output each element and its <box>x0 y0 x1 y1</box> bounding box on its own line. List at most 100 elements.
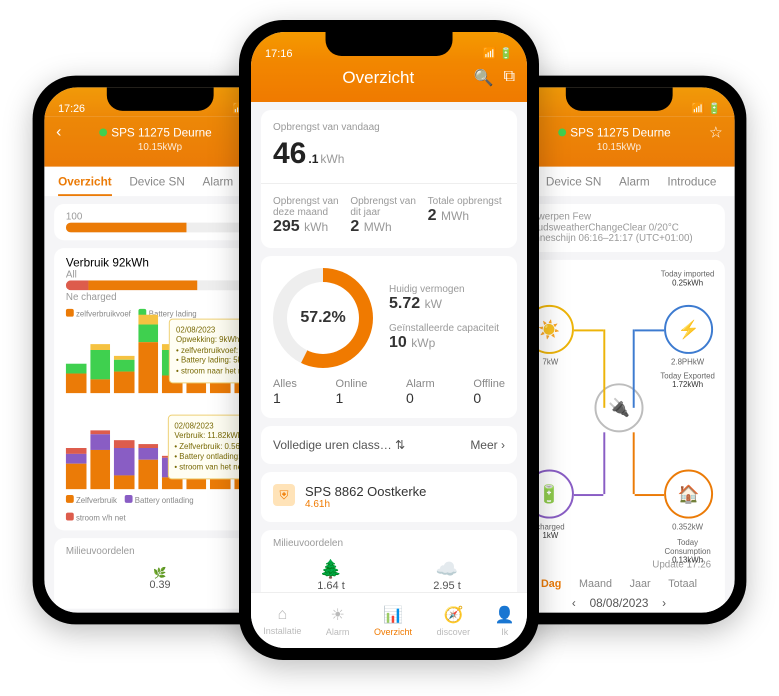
consumption-bar <box>66 280 254 290</box>
nav-installatie[interactable]: ⌂ Installatie <box>263 606 301 636</box>
legend: zelfverbruikvoef Battery lading <box>66 309 254 319</box>
page-title: Overzicht <box>342 68 414 88</box>
axis-label: Ne charged <box>66 292 254 303</box>
capacity-gauge: 57.2% <box>273 268 373 368</box>
status-icons: 📶 🔋 <box>691 102 721 115</box>
today-label: Opbrengst van vandaag <box>273 122 505 133</box>
env-title: Milieuvoordelen <box>66 546 254 557</box>
period-tab-jaar[interactable]: Jaar <box>630 578 651 590</box>
tab-device-sn[interactable]: Device SN <box>129 175 185 197</box>
consumption-label: Today Consumption 0.13kWh <box>658 538 717 564</box>
inverter-node: 🔌 <box>595 383 644 432</box>
header-title: SPS 11275 Deurne <box>570 126 670 140</box>
env-title: Milieuvoordelen <box>273 538 505 549</box>
count-value: 1 <box>273 390 297 406</box>
metric-value: 5.72 <box>389 295 420 312</box>
sort-label: Volledige uren class… <box>273 438 392 452</box>
next-day-icon[interactable]: › <box>662 596 666 610</box>
metric-label: Geïnstalleerde capaciteit <box>389 323 505 334</box>
station-sub: 4.61h <box>305 499 426 510</box>
sort-desc-icon: ⇅ <box>395 438 405 452</box>
tab-overview[interactable]: Overzicht <box>58 175 112 197</box>
grid-value: 2.8PHkW <box>658 358 717 367</box>
status-icons: 📶 🔋 <box>483 47 513 60</box>
count-value: 1 <box>336 390 368 406</box>
home-node: 🏠 <box>664 470 713 519</box>
home-icon: ⌂ <box>277 606 287 624</box>
metric-value: 10 <box>389 334 407 351</box>
home-value: 0.352kW <box>658 522 717 531</box>
metric-value: 2 <box>428 207 437 224</box>
period-tab-maand[interactable]: Maand <box>579 578 612 590</box>
imported-label: Today imported 0.25kWh <box>658 270 717 288</box>
nav-discover[interactable]: 🧭 discover <box>437 605 471 637</box>
today-card: Opbrengst van vandaag 46 .1 kWh Opbrengs… <box>261 110 517 248</box>
verbruik-label: Verbruik 92kWh <box>66 256 254 270</box>
metric-label: Opbrengst van deze maand <box>273 196 350 218</box>
bottom-nav: ⌂ Installatie ☀ Alarm 📊 Overzicht 🧭 disc… <box>251 592 527 648</box>
period-tabs: Dag Maand Jaar Totaal <box>519 578 719 590</box>
status-time: 17:16 <box>265 48 293 60</box>
sort-row[interactable]: Volledige uren class… ⇅ Meer › <box>261 426 517 464</box>
station-badge-icon: ⛨ <box>273 484 295 506</box>
nav-alarm[interactable]: ☀ Alarm <box>326 605 350 637</box>
weather-line: Antwerpen Few CloudsweatherChangeClear 0… <box>523 212 715 234</box>
count-label: Online <box>336 378 368 390</box>
today-value-dec: .1 <box>308 152 318 166</box>
notch <box>326 32 453 56</box>
notch <box>107 87 213 111</box>
compass-icon: 🧭 <box>443 605 463 625</box>
gauge-card: 57.2% Huidig vermogen 5.72 kW Geïnstalle… <box>261 256 517 418</box>
production-bar <box>66 223 254 233</box>
metric-value: 2 <box>350 218 359 235</box>
scan-icon[interactable]: ⧉ <box>504 68 515 88</box>
header-subtitle: 10.15kWp <box>56 142 264 153</box>
metric-label: Opbrengst van dit jaar <box>350 196 427 218</box>
header: Overzicht 🔍 ⧉ <box>251 62 527 102</box>
exported-label: Today Exported 1.72kWh <box>658 372 717 390</box>
prev-day-icon[interactable]: ‹ <box>572 596 576 610</box>
date-row: ‹ 08/08/2023 › <box>519 596 719 610</box>
env-metric: ☁️ 2.95 t <box>433 559 461 592</box>
notch <box>566 87 672 111</box>
status-time: 17:26 <box>58 103 85 115</box>
back-icon[interactable]: ‹ <box>56 124 61 142</box>
period-tab-totaal[interactable]: Totaal <box>668 578 697 590</box>
tab-alarm[interactable]: Alarm <box>203 175 234 197</box>
tab-alarm[interactable]: Alarm <box>619 175 650 197</box>
metric-label: Huidig vermogen <box>389 284 505 295</box>
chart-icon: 📊 <box>383 605 403 625</box>
count-label: Alles <box>273 378 297 390</box>
env-card: Milieuvoordelen 🌲 1.64 t ☁️ 2.95 t <box>261 530 517 592</box>
energy-flow-diagram: ☀️ 7kW ⚡ 2.8PHkW Today imported 0.25kWh … <box>519 266 719 560</box>
metric-value: 295 <box>273 218 300 235</box>
env-metric: 🌿 0.39 <box>149 567 170 591</box>
count-label: Offline <box>473 378 505 390</box>
header-title: SPS 11275 Deurne <box>111 126 211 140</box>
station-row[interactable]: ⛨ SPS 8862 Oostkerke 4.61h <box>261 472 517 522</box>
metric-label: Totale opbrengst <box>428 196 505 207</box>
axis-label: All <box>66 270 254 281</box>
header-subtitle: 10.15kWp <box>515 142 723 153</box>
section-label: 100 <box>66 212 254 223</box>
nav-ik[interactable]: 👤 Ik <box>495 605 515 637</box>
period-tab-dag[interactable]: Dag <box>541 578 561 590</box>
nav-overzicht[interactable]: 📊 Overzicht <box>374 605 412 637</box>
count-value: 0 <box>406 390 435 406</box>
gauge-percent: 57.2% <box>300 309 345 327</box>
legend: Zelfverbruik Battery ontlading stroom v/… <box>66 495 254 522</box>
station-name: SPS 8862 Oostkerke <box>305 484 426 499</box>
tab-device-sn[interactable]: Device SN <box>546 175 602 197</box>
env-metric: 🌲 1.64 t <box>317 559 345 592</box>
today-value-int: 46 <box>273 137 306 171</box>
phone-center: 17:16 📶 🔋 Overzicht 🔍 ⧉ Opbrengst van va… <box>239 20 539 660</box>
count-value: 0 <box>473 390 505 406</box>
more-link[interactable]: Meer › <box>470 438 505 452</box>
grid-node: ⚡ <box>664 305 713 354</box>
search-icon[interactable]: 🔍 <box>474 68 494 88</box>
star-icon[interactable]: ☆ <box>709 123 723 143</box>
tab-introduce[interactable]: Introduce <box>667 175 716 197</box>
sun-line: Zonneschijn 06:16–21:17 (UTC+01:00) <box>523 233 715 244</box>
person-icon: 👤 <box>495 605 515 625</box>
date-value[interactable]: 08/08/2023 <box>590 596 649 610</box>
